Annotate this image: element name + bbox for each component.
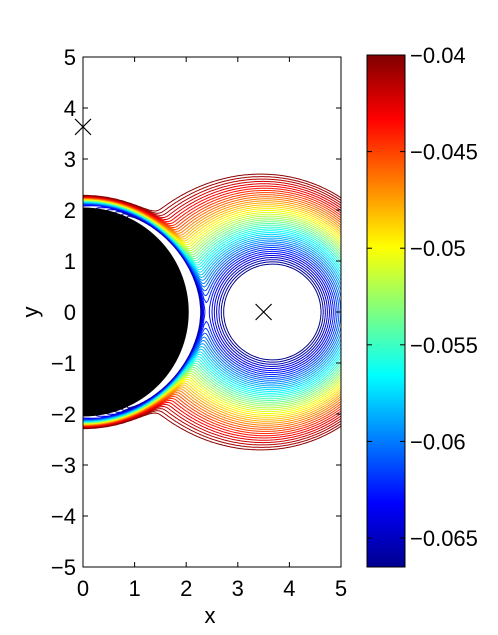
x-tick-label: 2: [180, 576, 192, 601]
colorbar-tick-label: −0.055: [410, 333, 478, 358]
colorbar-tick-label: −0.05: [410, 236, 466, 261]
y-tick-label: −1: [51, 351, 76, 376]
y-tick-label: 1: [64, 249, 76, 274]
x-tick-label: 5: [335, 576, 347, 601]
colorbar: −0.04 −0.045 −0.05 −0.055 −0.06 −0.065: [366, 43, 478, 568]
colorbar-tick-label: −0.045: [410, 140, 478, 165]
y-tick-label: 2: [64, 198, 76, 223]
x-tick-label: 3: [232, 576, 244, 601]
colorbar-ticks: −0.04 −0.045 −0.05 −0.055 −0.06 −0.065: [367, 43, 478, 551]
x-axis-ticks: 0 1 2 3 4 5: [77, 57, 347, 601]
y-tick-label: 3: [64, 147, 76, 172]
contour-level-46: [83, 173, 341, 451]
colorbar-tick-label: −0.065: [410, 526, 478, 551]
plot-area: 0 1 2 3 4 5 −5 −4 −3 −2 −1 0 1 2 3 4 5 x y: [18, 45, 347, 628]
colorbar-tick-label: −0.04: [410, 43, 466, 68]
colorbar-tick-label: −0.06: [410, 429, 466, 454]
y-axis-ticks: −5 −4 −3 −2 −1 0 1 2 3 4 5: [51, 45, 341, 580]
x-tick-label: 4: [283, 576, 295, 601]
marker-x-2: [255, 303, 273, 321]
x-axis-label: x: [205, 603, 216, 628]
y-tick-label: −4: [51, 504, 76, 529]
contour-lines: [83, 173, 341, 451]
y-tick-label: −3: [51, 453, 76, 478]
y-tick-label: 4: [64, 96, 76, 121]
y-tick-label: −5: [51, 555, 76, 580]
y-tick-label: 5: [64, 45, 76, 70]
y-tick-label: −2: [51, 402, 76, 427]
x-tick-label: 0: [77, 576, 89, 601]
x-tick-label: 1: [128, 576, 140, 601]
body-half-disk: [83, 207, 189, 417]
colorbar-gradient: [366, 54, 406, 568]
y-tick-label: 0: [64, 300, 76, 325]
y-axis-label: y: [18, 307, 43, 318]
